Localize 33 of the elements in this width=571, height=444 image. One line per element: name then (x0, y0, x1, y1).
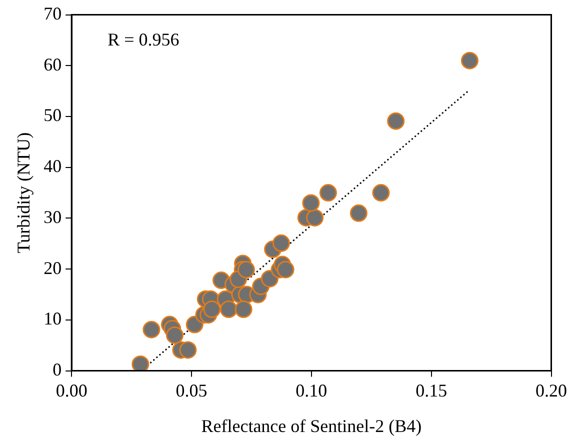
y-axis-title: Turbidity (NTU) (14, 132, 34, 254)
x-axis-title: Reflectance of Sentinel-2 (B4) (201, 416, 422, 436)
point (302, 194, 320, 212)
y-tick-label: 20 (44, 258, 62, 278)
point (142, 320, 160, 338)
point (350, 204, 368, 222)
y-tick-label: 50 (44, 105, 62, 126)
x-tick-label: 0.10 (296, 380, 328, 400)
point (166, 326, 184, 344)
x-tick-label: 0.15 (416, 380, 448, 400)
point (276, 260, 294, 278)
point (460, 52, 478, 70)
point (220, 300, 238, 318)
point (132, 355, 150, 371)
y-tick-label: 60 (44, 54, 62, 74)
x-tick-label: 0.05 (176, 380, 208, 400)
y-tick-label: 70 (44, 4, 62, 24)
y-tick-label: 40 (44, 156, 62, 176)
annotation: R = 0.956 (108, 30, 180, 50)
x-tick-label: 0.20 (536, 380, 567, 400)
y-tick-label: 30 (44, 206, 62, 227)
x-tick-label: 0.00 (56, 380, 88, 400)
point (372, 184, 390, 202)
point (203, 300, 221, 318)
point (387, 112, 405, 130)
point (306, 208, 324, 226)
point (179, 341, 197, 359)
point (319, 184, 337, 202)
y-tick-label: 10 (44, 308, 62, 329)
y-tick-label: 0 (52, 360, 62, 380)
point (272, 234, 290, 252)
point (237, 260, 255, 278)
point (234, 300, 252, 318)
